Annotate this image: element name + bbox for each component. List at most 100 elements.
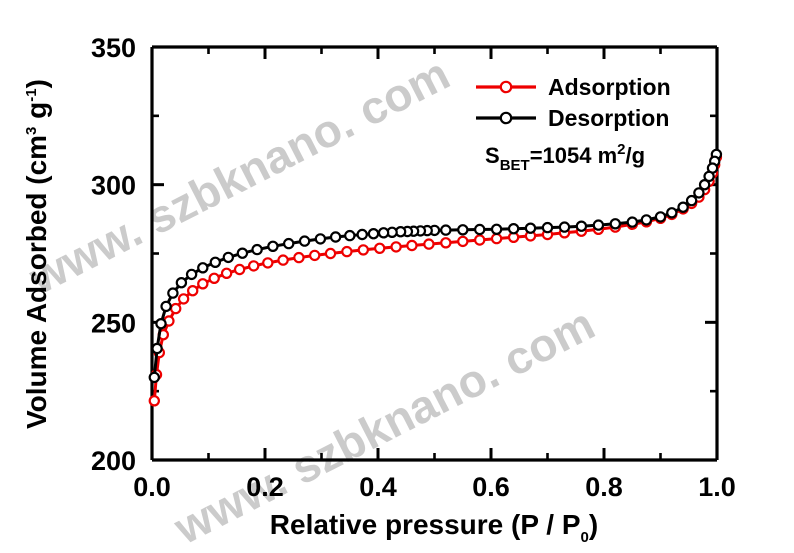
data-point-desorption bbox=[167, 287, 179, 299]
data-point-adsorption bbox=[247, 260, 260, 272]
data-point-desorption bbox=[222, 251, 234, 264]
legend-label-desorption: Desorption bbox=[548, 105, 669, 131]
data-point-adsorption bbox=[148, 395, 160, 407]
data-point-desorption bbox=[367, 227, 380, 240]
y-axis-title-mid: g bbox=[21, 102, 52, 127]
data-point-desorption bbox=[151, 342, 163, 355]
data-point-desorption bbox=[344, 229, 356, 242]
data-point-adsorption bbox=[324, 247, 337, 260]
data-point-adsorption bbox=[406, 239, 418, 252]
data-point-adsorption bbox=[374, 242, 386, 254]
data-point-desorption bbox=[626, 216, 639, 228]
legend-item-desorption[interactable]: Desorption bbox=[476, 105, 669, 131]
data-point-desorption bbox=[175, 277, 188, 289]
data-point-desorption bbox=[440, 224, 452, 236]
x-tick-label: 0.2 bbox=[246, 472, 284, 502]
legend-marker-desorption bbox=[499, 111, 513, 125]
data-point-adsorption bbox=[423, 238, 435, 250]
sbet-value: =1054 m bbox=[530, 143, 617, 168]
y-tick-label: 250 bbox=[91, 308, 136, 338]
y-axis-title-sup-minus1: -1 bbox=[23, 88, 40, 101]
data-point-desorption bbox=[592, 219, 605, 231]
data-point-adsorption bbox=[293, 251, 305, 264]
data-point-adsorption bbox=[474, 234, 486, 246]
data-point-adsorption bbox=[277, 254, 289, 266]
data-point-desorption bbox=[155, 318, 167, 330]
sbet-subscript: BET bbox=[500, 157, 530, 174]
data-point-desorption bbox=[197, 262, 209, 274]
data-point-adsorption bbox=[177, 293, 190, 305]
data-point-adsorption bbox=[457, 235, 469, 248]
data-point-desorption bbox=[314, 233, 327, 245]
sbet-annotation: SBET=1054 m2/g bbox=[485, 141, 645, 174]
data-point-desorption bbox=[298, 235, 311, 247]
data-point-adsorption bbox=[390, 241, 402, 253]
x-tick-label: 0.0 bbox=[133, 472, 171, 502]
y-tick-label: 200 bbox=[91, 446, 136, 476]
legend-label-adsorption: Adsorption bbox=[548, 74, 671, 100]
x-axis-title-main: Relative pressure (P / P bbox=[270, 509, 581, 540]
data-point-adsorption bbox=[220, 267, 233, 279]
svg-text:Volume Adsorbed (cm3 g-1): Volume Adsorbed (cm3 g-1) bbox=[21, 79, 52, 429]
data-point-desorption bbox=[693, 187, 705, 199]
svg-text:SBET=1054 m2/g: SBET=1054 m2/g bbox=[485, 141, 645, 174]
data-point-desorption bbox=[541, 221, 554, 234]
legend-marker-adsorption bbox=[499, 80, 513, 94]
data-point-adsorption bbox=[440, 237, 452, 249]
y-axis-title-main: Volume Adsorbed (cm bbox=[21, 135, 52, 429]
data-point-desorption bbox=[698, 178, 711, 191]
data-point-desorption bbox=[474, 223, 486, 236]
data-point-desorption bbox=[236, 247, 249, 259]
data-point-desorption bbox=[356, 228, 368, 241]
data-point-desorption bbox=[267, 240, 279, 252]
data-point-desorption bbox=[209, 256, 221, 268]
data-point-desorption bbox=[251, 243, 263, 256]
data-point-desorption bbox=[558, 221, 571, 233]
data-point-desorption bbox=[685, 194, 698, 207]
y-tick-label: 300 bbox=[91, 171, 136, 201]
data-point-desorption bbox=[703, 170, 715, 183]
data-point-desorption bbox=[666, 207, 678, 219]
data-point-adsorption bbox=[309, 249, 321, 262]
data-point-desorption bbox=[677, 201, 689, 213]
data-point-adsorption bbox=[262, 257, 274, 269]
y-axis-title-end: ) bbox=[21, 79, 52, 88]
series-desorption bbox=[148, 148, 723, 384]
x-tick-label: 1.0 bbox=[698, 472, 736, 502]
y-tick-label: 350 bbox=[91, 33, 136, 63]
x-tick-labels: 0.0 0.2 0.4 0.6 0.8 1.0 bbox=[133, 472, 736, 502]
sbet-symbol: S bbox=[485, 143, 500, 168]
svg-text:Relative pressure (P / P0): Relative pressure (P / P0) bbox=[270, 509, 598, 546]
data-point-adsorption bbox=[169, 302, 182, 315]
data-point-desorption bbox=[654, 211, 667, 223]
data-point-adsorption bbox=[208, 272, 220, 284]
data-point-adsorption bbox=[490, 232, 503, 245]
y-axis-title-sup-3: 3 bbox=[23, 127, 40, 135]
data-point-desorption bbox=[609, 218, 622, 230]
data-point-adsorption bbox=[357, 244, 369, 256]
data-point-desorption bbox=[283, 237, 295, 250]
data-point-desorption bbox=[185, 268, 198, 281]
data-series-layer bbox=[148, 148, 723, 407]
x-axis-title: Relative pressure (P / P0) bbox=[270, 509, 598, 546]
data-point-adsorption bbox=[341, 245, 353, 258]
data-point-desorption bbox=[457, 224, 469, 236]
data-point-adsorption bbox=[186, 285, 199, 297]
sbet-superscript: 2 bbox=[617, 141, 625, 158]
y-tick-labels: 200 250 300 350 bbox=[91, 33, 136, 476]
y-axis-title: Volume Adsorbed (cm3 g-1) bbox=[21, 79, 52, 429]
x-tick-label: 0.6 bbox=[472, 472, 510, 502]
x-tick-label: 0.4 bbox=[359, 472, 397, 502]
x-axis-title-subscript: 0 bbox=[581, 529, 589, 546]
data-point-adsorption bbox=[233, 263, 246, 276]
x-tick-label: 0.8 bbox=[585, 472, 623, 502]
x-axis-title-end: ) bbox=[589, 509, 598, 540]
legend-item-adsorption[interactable]: Adsorption bbox=[476, 74, 671, 100]
data-point-desorption bbox=[490, 223, 503, 235]
data-point-desorption bbox=[377, 227, 390, 239]
data-point-desorption bbox=[160, 300, 172, 313]
data-point-desorption bbox=[148, 371, 160, 384]
data-point-desorption bbox=[524, 222, 537, 234]
